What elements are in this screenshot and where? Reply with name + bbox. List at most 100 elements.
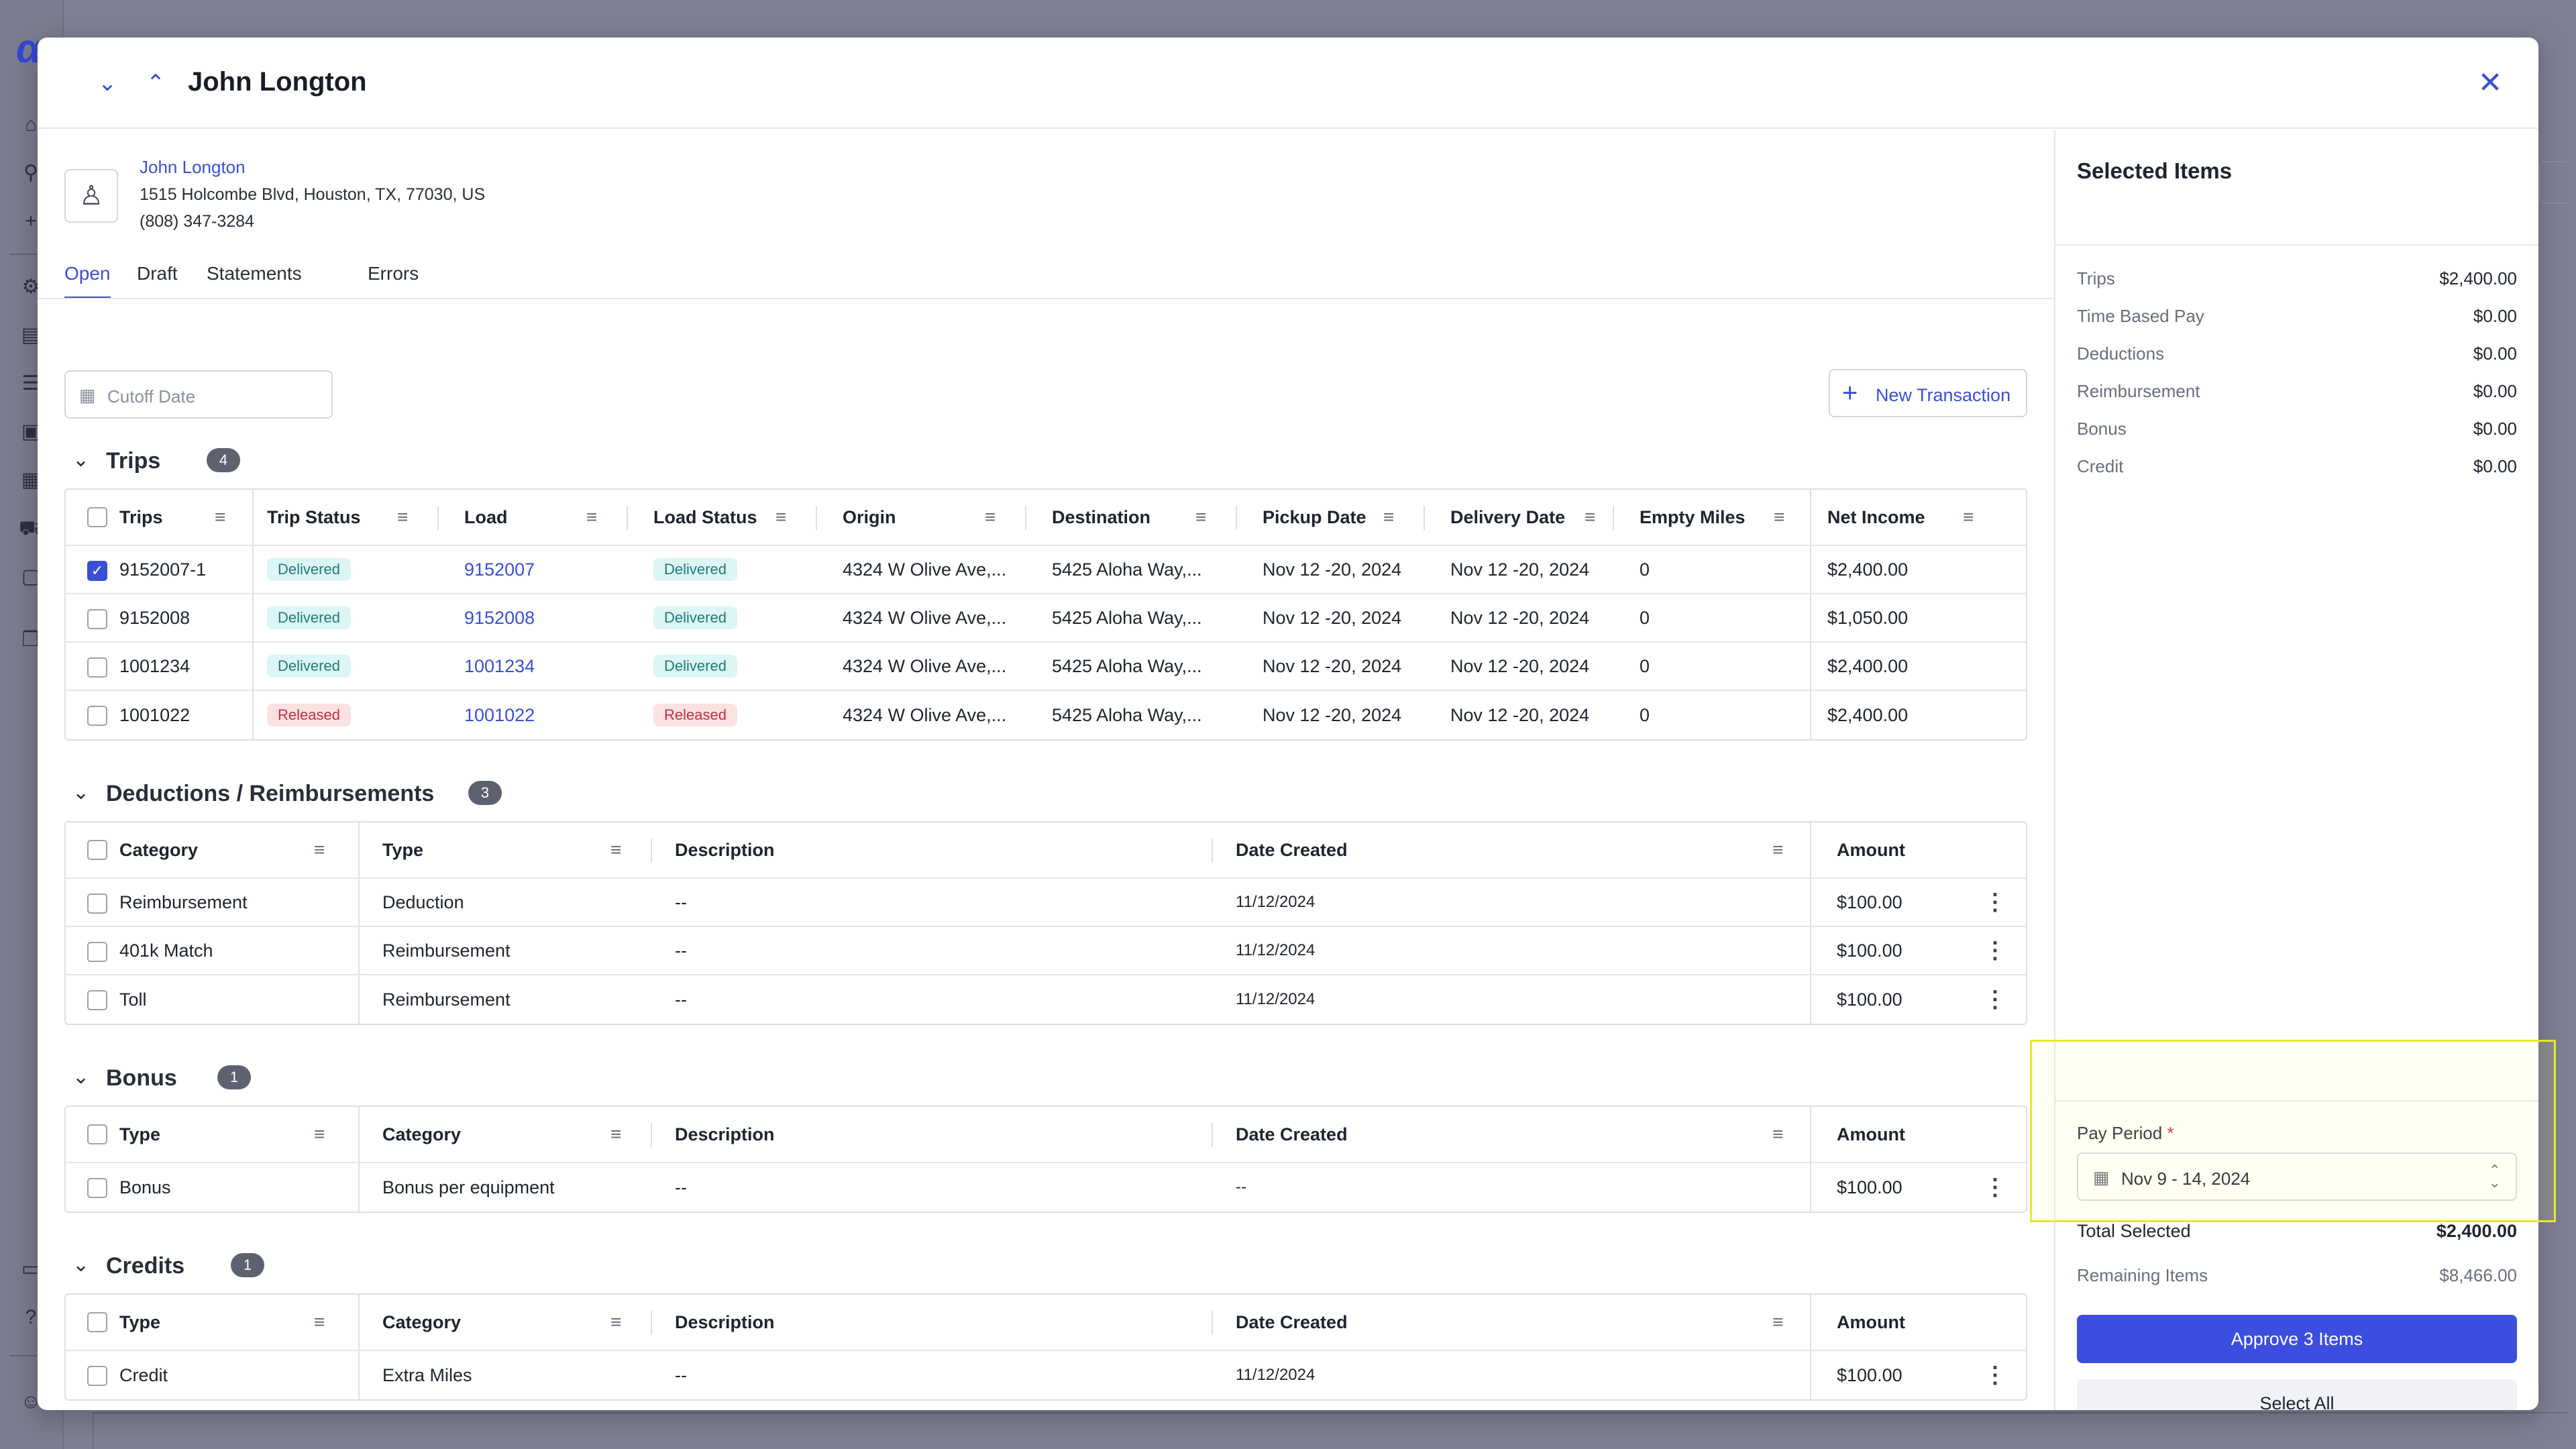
filter-icon[interactable]: ≡ [586, 506, 598, 527]
more-vertical-icon[interactable]: ⋮ [1984, 987, 2006, 1012]
c2-cell: Reimbursement [382, 940, 511, 961]
load-link-text[interactable]: 1001022 [464, 704, 535, 725]
filter-icon[interactable]: ≡ [1963, 506, 1974, 527]
list-icon[interactable]: ☰ [21, 372, 40, 394]
chevron-down-icon[interactable]: ⌄ [97, 70, 117, 96]
table-row[interactable]: 1001022 Released 1001022 Released 4324 W Oli… [66, 691, 2026, 739]
select-all-checkbox[interactable] [87, 1312, 107, 1332]
tab-statements[interactable]: Statements [207, 263, 302, 284]
table-row[interactable]: Toll Reimbursement -- 11/12/2024 $100.00 ⋮ [66, 975, 2026, 1024]
summary-value: $0.00 [2473, 419, 2517, 439]
more-vertical-icon[interactable]: ⋮ [1984, 890, 2006, 915]
driver-name-link[interactable]: John Longton [140, 157, 246, 177]
row-checkbox[interactable] [87, 1366, 107, 1386]
bookmark-icon[interactable]: ❐ [21, 629, 40, 651]
column-divider [1810, 594, 1811, 641]
route-icon[interactable]: ⚙ [21, 276, 40, 298]
bonus-section-toggle[interactable]: ⌄ Bonus 1 [72, 1061, 341, 1095]
load-link-text[interactable]: 9152007 [464, 559, 535, 580]
load-link-text[interactable]: 1001234 [464, 655, 535, 676]
chevron-down-icon: ⌄ [72, 449, 90, 471]
new-transaction-label: New Transaction [1876, 385, 2011, 405]
filter-icon[interactable]: ≡ [610, 1124, 622, 1144]
filter-icon[interactable]: ≡ [1772, 1311, 1784, 1332]
help-icon[interactable]: ? [25, 1306, 37, 1328]
table-row[interactable]: Credit Extra Miles -- 11/12/2024 $100.00 ⋮ [66, 1351, 2026, 1399]
close-icon[interactable]: ✕ [2477, 66, 2503, 99]
load-link-text[interactable]: 9152008 [464, 607, 535, 628]
filter-icon[interactable]: ≡ [314, 1124, 325, 1144]
deductions-section-toggle[interactable]: ⌄ Deductions / Reimbursements 3 [72, 777, 542, 810]
document-icon[interactable]: ▤ [21, 324, 41, 346]
filter-icon[interactable]: ≡ [985, 506, 996, 527]
column-divider [651, 1311, 652, 1335]
search-icon[interactable]: ⚲ [23, 162, 38, 184]
row-checkbox[interactable] [87, 609, 107, 629]
row-checkbox[interactable] [87, 894, 107, 914]
filter-icon[interactable]: ≡ [397, 506, 409, 527]
filter-icon[interactable]: ≡ [1774, 506, 1785, 527]
briefcase-icon[interactable]: ▢ [21, 566, 41, 588]
table-row[interactable]: 401k Match Reimbursement -- 11/12/2024 $100.… [66, 927, 2026, 975]
trip-status-cell: Delivered [267, 546, 351, 593]
table-row[interactable]: Reimbursement Deduction -- 11/12/2024 $100.0… [66, 879, 2026, 927]
summary-row: Bonus $0.00 [2077, 419, 2517, 445]
column-divider [1810, 643, 1811, 690]
more-vertical-icon[interactable]: ⋮ [1984, 938, 2006, 963]
trips-title: Trips [106, 448, 161, 474]
calendar-icon: ▦ [79, 385, 96, 405]
credits-section-toggle[interactable]: ⌄ Credits 1 [72, 1249, 341, 1283]
more-vertical-icon[interactable]: ⋮ [1984, 1175, 2006, 1200]
trips-section-toggle[interactable]: ⌄ Trips 4 [72, 444, 341, 478]
filter-icon[interactable]: ≡ [1195, 506, 1207, 527]
filter-icon[interactable]: ≡ [1772, 1124, 1784, 1144]
row-checkbox[interactable] [87, 1178, 107, 1198]
select-all-button[interactable]: Select All [2077, 1379, 2517, 1410]
chat-icon[interactable]: ▭ [21, 1258, 41, 1280]
filter-icon[interactable]: ≡ [215, 506, 226, 527]
more-vertical-icon[interactable]: ⋮ [1984, 1362, 2006, 1388]
table-row[interactable]: 1001234 Delivered 1001234 Delivered 4324 W O… [66, 643, 2026, 691]
table-row[interactable]: ✓ 9152007-1 Delivered 9152007 Delivered 4324 … [66, 546, 2026, 594]
origin-cell: 4324 W Olive Ave,... [843, 704, 1007, 725]
filter-icon[interactable]: ≡ [610, 839, 622, 860]
pay-period-select[interactable]: ▦ Nov 9 - 14, 2024 ⌃ ⌄ [2077, 1152, 2517, 1201]
approve-button[interactable]: Approve 3 Items [2077, 1315, 2517, 1363]
row-checkbox[interactable] [87, 657, 107, 678]
filter-icon[interactable]: ≡ [1383, 506, 1395, 527]
add-icon[interactable]: + [25, 210, 37, 232]
filter-icon[interactable]: ≡ [1585, 506, 1596, 527]
row-checkbox[interactable] [87, 706, 107, 726]
bonus-title: Bonus [106, 1065, 177, 1091]
remaining-items-value: $8,466.00 [2439, 1265, 2517, 1285]
filter-icon[interactable]: ≡ [610, 1311, 622, 1332]
filter-icon[interactable]: ≡ [314, 839, 325, 860]
filter-icon[interactable]: ≡ [314, 1311, 325, 1332]
row-checkbox[interactable] [87, 942, 107, 962]
load-link-cell[interactable]: 9152007 [464, 546, 535, 593]
new-transaction-button[interactable]: + New Transaction [1829, 369, 2027, 417]
tab-open[interactable]: Open [64, 263, 111, 299]
cutoff-date-input[interactable]: ▦ Cutoff Date [64, 370, 333, 419]
filter-icon[interactable]: ≡ [775, 506, 787, 527]
row-checkbox[interactable]: ✓ [87, 561, 107, 581]
c1-cell: Reimbursement [119, 892, 248, 912]
row-checkbox[interactable] [87, 990, 107, 1010]
select-all-checkbox[interactable] [87, 840, 107, 860]
table-row[interactable]: Bonus Bonus per equipment -- -- $100.00 ⋮ [66, 1163, 2026, 1212]
chevron-up-icon[interactable]: ⌃ [146, 70, 166, 96]
select-all-checkbox[interactable] [87, 507, 107, 527]
home-icon[interactable]: ⌂ [24, 113, 38, 136]
load-link-cell[interactable]: 1001022 [464, 691, 535, 739]
tab-draft[interactable]: Draft [137, 263, 178, 284]
column-divider [358, 1295, 360, 1350]
table-row[interactable]: 9152008 Delivered 9152008 Delivered 4324 W O… [66, 594, 2026, 643]
load-link-cell[interactable]: 9152008 [464, 594, 535, 641]
load-link-cell[interactable]: 1001234 [464, 643, 535, 690]
select-all-checkbox[interactable] [87, 1124, 107, 1144]
tab-errors[interactable]: Errors [368, 263, 419, 284]
pickup-date-cell: Nov 12 -20, 2024 [1263, 607, 1402, 628]
contact-icon[interactable]: ▣ [21, 421, 41, 443]
payroll-icon[interactable]: ▦ [21, 469, 41, 491]
filter-icon[interactable]: ≡ [1772, 839, 1784, 860]
